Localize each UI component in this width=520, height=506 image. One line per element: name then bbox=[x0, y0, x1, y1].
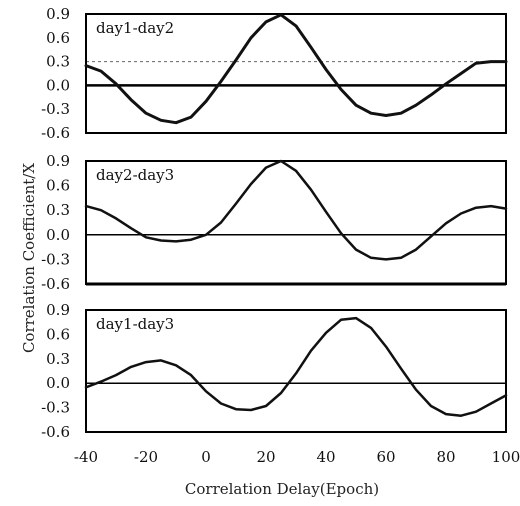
series-line bbox=[84, 159, 508, 261]
y-tick-label: -0.3 bbox=[41, 100, 70, 118]
y-tick-label: 0.6 bbox=[46, 177, 70, 195]
x-tick-label: 0 bbox=[201, 448, 211, 466]
chart-panel-1: 0.9 0.6 0.3 0.0 -0.3 -0.6 day1-day2 bbox=[41, 5, 508, 142]
x-tick-label: -20 bbox=[134, 448, 158, 466]
y-tick-label: 0.9 bbox=[46, 152, 70, 170]
y-axis-label: Correlation Coefficient/X bbox=[20, 163, 38, 353]
x-axis-ticks: -40 -20 0 20 40 60 80 100 bbox=[74, 448, 520, 466]
y-tick-label: 0.9 bbox=[46, 301, 70, 319]
panel-title: day2-day3 bbox=[96, 166, 174, 184]
y-tick-label: 0.6 bbox=[46, 29, 70, 47]
plot-frame bbox=[85, 13, 507, 134]
y-tick-label: -0.3 bbox=[41, 399, 70, 417]
panel-title: day1-day3 bbox=[96, 315, 174, 333]
x-tick-label: -40 bbox=[74, 448, 98, 466]
y-tick-label: 0.9 bbox=[46, 5, 70, 23]
panel-title: day1-day2 bbox=[96, 19, 174, 37]
y-tick-label: 0.0 bbox=[46, 374, 70, 392]
series-line bbox=[84, 13, 508, 125]
plot-frame bbox=[85, 309, 507, 433]
chart-panel-2: 0.9 0.6 0.3 0.0 -0.3 -0.6 day2-day3 bbox=[41, 152, 508, 293]
x-axis-label: Correlation Delay(Epoch) bbox=[185, 480, 379, 498]
y-tick-label: 0.3 bbox=[46, 350, 70, 368]
x-tick-label: 100 bbox=[492, 448, 520, 466]
y-tick-label: 0.3 bbox=[46, 201, 70, 219]
y-tick-label: 0.0 bbox=[46, 226, 70, 244]
y-tick-label: -0.3 bbox=[41, 250, 70, 268]
x-tick-label: 80 bbox=[436, 448, 455, 466]
y-tick-label: 0.3 bbox=[46, 53, 70, 71]
y-tick-label: 0.6 bbox=[46, 325, 70, 343]
y-tick-label: -0.6 bbox=[41, 275, 70, 293]
y-tick-label: 0.0 bbox=[46, 76, 70, 94]
x-tick-label: 40 bbox=[316, 448, 335, 466]
x-tick-label: 60 bbox=[376, 448, 395, 466]
y-tick-label: -0.6 bbox=[41, 124, 70, 142]
panels: 0.90.60.30.0-0.3-0.6day1-day20.90.60.30.… bbox=[41, 5, 508, 441]
series-line bbox=[84, 316, 508, 417]
x-tick-label: 20 bbox=[256, 448, 275, 466]
chart-panel-3: 0.9 0.6 0.3 0.0 -0.3 -0.6 day1-day3 bbox=[41, 301, 508, 441]
y-tick-label: -0.6 bbox=[41, 423, 70, 441]
